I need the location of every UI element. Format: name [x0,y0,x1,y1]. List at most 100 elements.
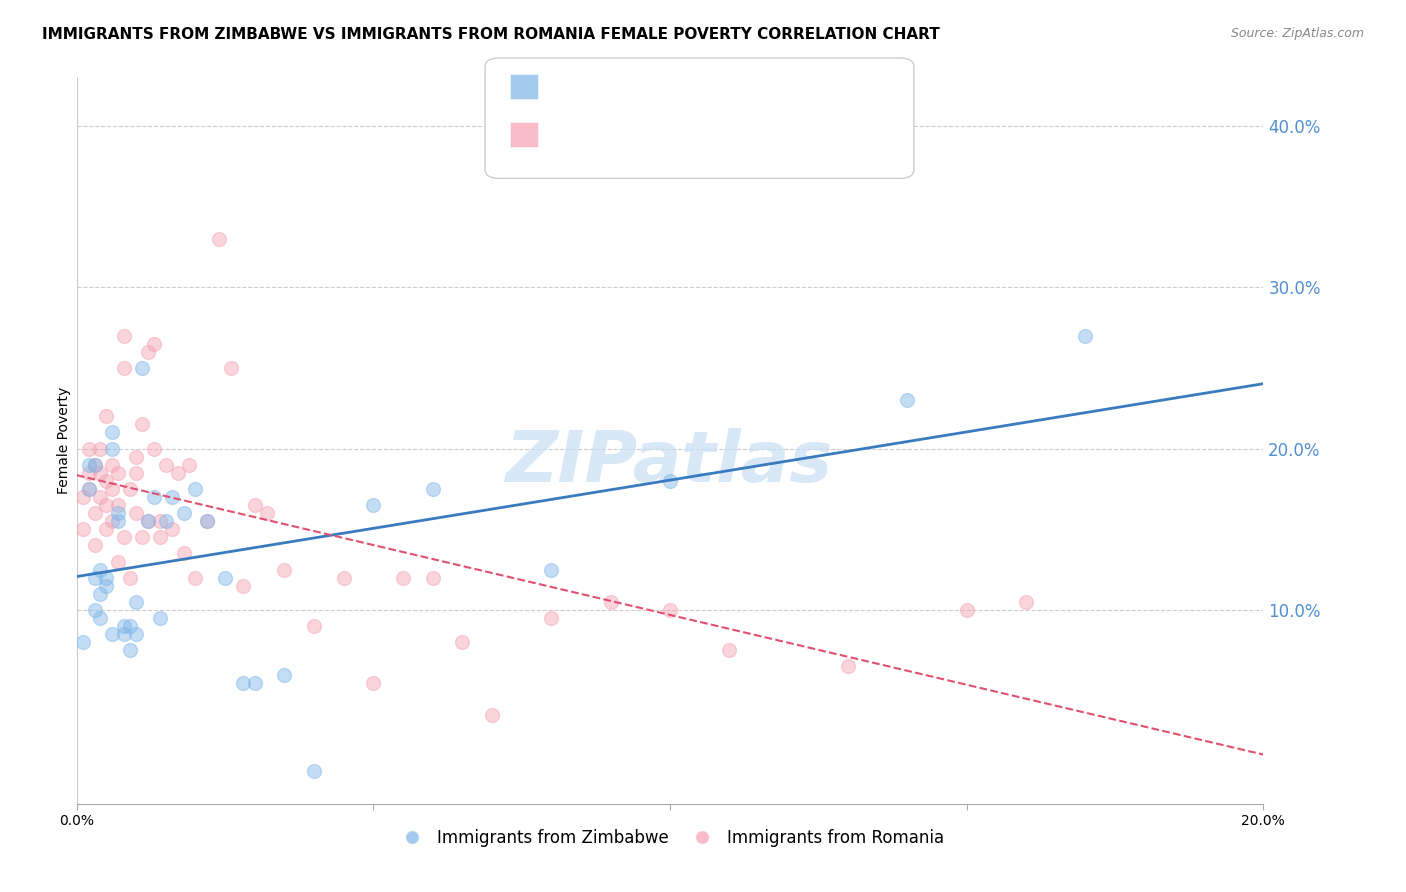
Point [131,360,153,375]
Point [136,514,159,528]
Point [125,627,148,641]
Point [89,442,111,456]
Point [77,458,100,472]
Point [273,563,295,577]
Point [101,627,124,641]
Point [101,482,124,496]
Point [243,675,266,690]
Point [96,579,118,593]
Point [149,514,172,528]
Point [112,619,135,633]
Point [112,360,135,375]
Point [96,409,118,424]
Point [120,619,142,633]
Point [142,336,165,351]
Point [208,232,231,246]
Point [77,482,100,496]
Point [83,458,105,472]
Point [160,490,183,504]
Point [363,675,385,690]
Point [273,667,295,681]
Point [96,571,118,585]
Point [363,498,385,512]
Point [112,627,135,641]
Point [77,482,100,496]
Point [89,490,111,504]
Point [179,458,201,472]
Point [214,571,236,585]
Point [136,344,159,359]
Point [173,506,195,520]
Point [1074,328,1097,343]
Point [107,498,129,512]
Y-axis label: Female Poverty: Female Poverty [58,387,72,494]
Point [256,506,278,520]
Point [72,490,94,504]
Point [896,393,918,408]
Point [136,514,159,528]
Point [112,530,135,544]
Text: IMMIGRANTS FROM ZIMBABWE VS IMMIGRANTS FROM ROMANIA FEMALE POVERTY CORRELATION C: IMMIGRANTS FROM ZIMBABWE VS IMMIGRANTS F… [42,27,941,42]
Point [142,490,165,504]
Point [173,547,195,561]
Point [101,458,124,472]
Point [422,482,444,496]
Point [184,482,207,496]
Point [120,571,142,585]
Point [112,328,135,343]
Point [659,603,682,617]
Point [837,659,859,673]
Point [96,474,118,488]
Point [107,506,129,520]
Text: ZIPatlas: ZIPatlas [506,428,834,497]
Point [125,466,148,480]
Point [89,563,111,577]
Point [83,458,105,472]
Text: R = -0.054   N = 64: R = -0.054 N = 64 [550,126,740,144]
Point [481,707,503,722]
Point [101,442,124,456]
Point [89,611,111,625]
Point [131,417,153,432]
Point [149,611,172,625]
Point [392,571,415,585]
Point [332,571,354,585]
Point [77,466,100,480]
Point [149,530,172,544]
Point [155,514,177,528]
Point [184,571,207,585]
Point [96,522,118,536]
Point [718,643,741,657]
Point [89,587,111,601]
Point [540,611,562,625]
Point [599,595,621,609]
Point [125,450,148,464]
Point [166,466,188,480]
Point [160,522,183,536]
Point [131,530,153,544]
Point [219,360,242,375]
Point [107,514,129,528]
Point [89,466,111,480]
Point [195,514,218,528]
Text: R =  0.375   N = 42: R = 0.375 N = 42 [550,78,740,95]
Point [72,522,94,536]
Point [142,442,165,456]
Legend: Immigrants from Zimbabwe, Immigrants from Romania: Immigrants from Zimbabwe, Immigrants fro… [389,822,950,854]
Point [83,603,105,617]
Point [232,675,254,690]
Point [101,514,124,528]
Point [107,466,129,480]
Point [101,425,124,440]
Point [83,538,105,552]
Text: Source: ZipAtlas.com: Source: ZipAtlas.com [1230,27,1364,40]
Point [956,603,979,617]
Point [72,635,94,649]
Point [302,764,325,779]
Point [107,555,129,569]
Point [451,635,474,649]
Point [243,498,266,512]
Point [540,563,562,577]
Point [83,506,105,520]
Point [232,579,254,593]
